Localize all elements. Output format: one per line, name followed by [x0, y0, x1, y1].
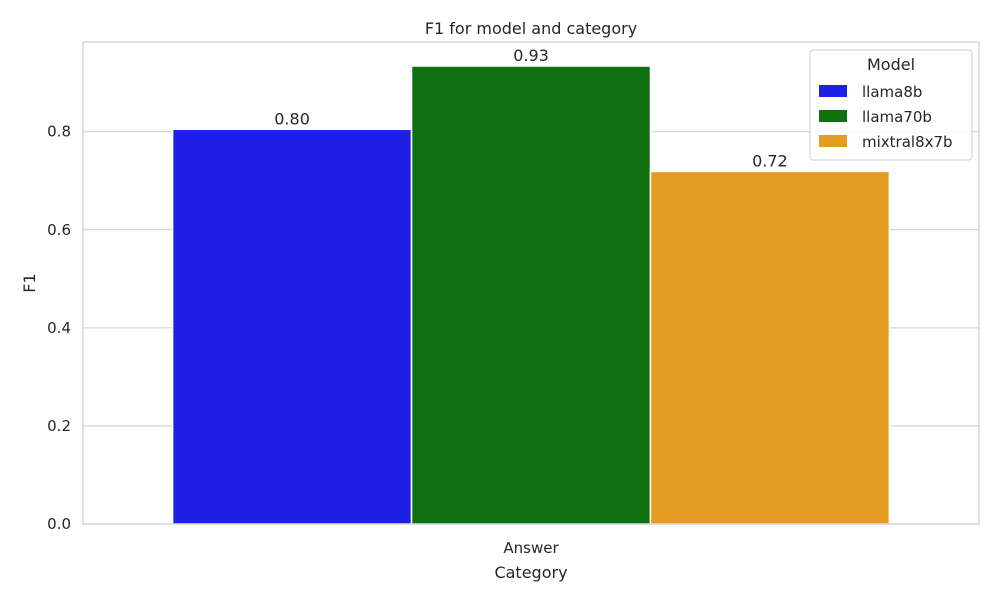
y-tick-label: 0.4	[47, 319, 71, 337]
bars	[171, 65, 891, 525]
chart-title: F1 for model and category	[425, 19, 637, 38]
bar-labels: 0.80 0.93 0.72	[274, 46, 787, 170]
bar-value-label: 0.72	[752, 151, 788, 170]
bar-value-label: 0.93	[513, 46, 549, 65]
legend-swatch-llama70b	[819, 110, 847, 122]
y-axis-label: F1	[20, 273, 39, 292]
y-axis-ticks: 0.0 0.2 0.4 0.6 0.8	[47, 123, 71, 533]
legend-label-llama70b: llama70b	[862, 108, 932, 126]
legend-items: llama8b llama70b mixtral8x7b	[819, 83, 953, 151]
legend-title: Model	[867, 55, 915, 74]
legend-box	[809, 49, 973, 161]
x-axis-label: Category	[494, 563, 567, 582]
legend-label-llama8b: llama8b	[862, 83, 922, 101]
y-tick-label: 0.2	[47, 417, 71, 435]
legend-label-mixtral8x7b: mixtral8x7b	[862, 133, 953, 151]
bar-llama70b	[410, 65, 652, 525]
x-tick-label: Answer	[503, 539, 559, 557]
legend-swatch-mixtral8x7b	[819, 135, 847, 147]
y-tick-label: 0.8	[47, 123, 71, 141]
y-tick-label: 0.6	[47, 221, 71, 239]
legend-swatch-llama8b	[819, 85, 847, 97]
plot-frame	[82, 41, 980, 525]
bar-value-label: 0.80	[274, 109, 310, 128]
x-axis-ticks: Answer	[503, 539, 559, 557]
y-tick-label: 0.0	[47, 515, 71, 533]
bar-mixtral8x7b	[649, 170, 891, 525]
legend: Model llama8b llama70b mixtral8x7b	[809, 49, 973, 161]
bar-llama8b	[171, 128, 413, 525]
